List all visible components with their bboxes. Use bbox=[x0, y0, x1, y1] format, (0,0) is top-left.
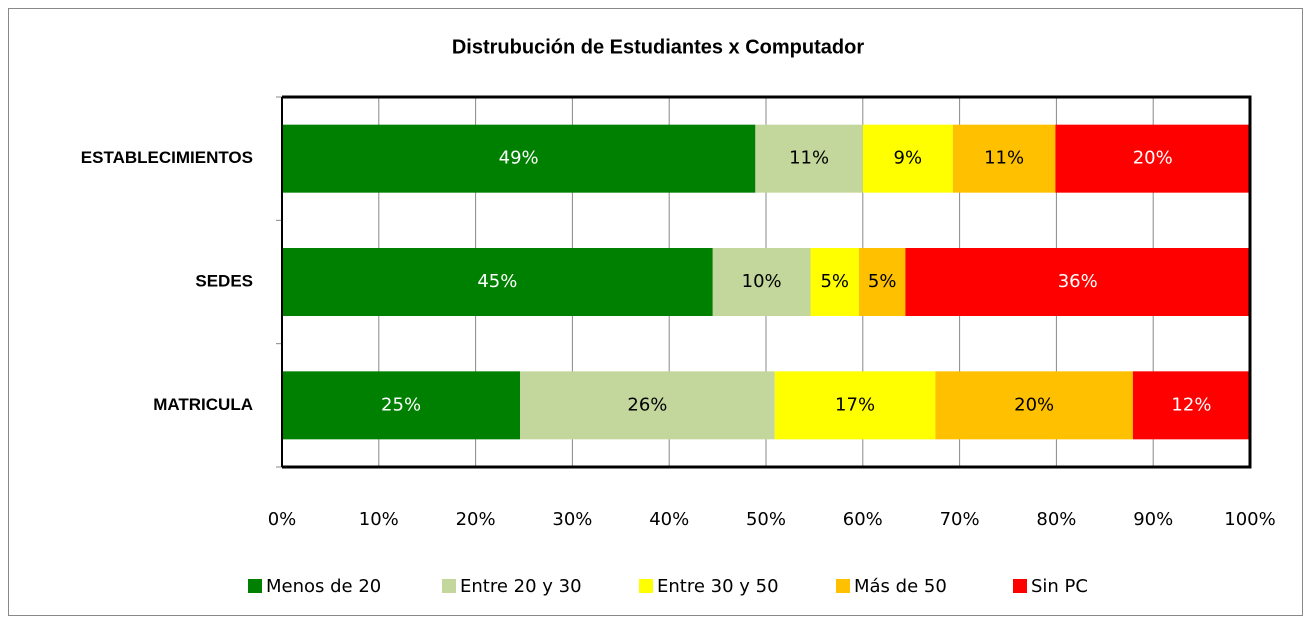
x-tick-label: 100% bbox=[1224, 509, 1275, 530]
legend-label: Entre 30 y 50 bbox=[657, 576, 779, 597]
legend-swatch bbox=[1013, 579, 1027, 593]
chart-title: Distrubución de Estudiantes x Computador bbox=[452, 36, 864, 58]
legend-swatch bbox=[248, 579, 262, 593]
value-label: 11% bbox=[789, 148, 829, 169]
x-tick-label: 30% bbox=[552, 509, 592, 530]
legend-swatch bbox=[836, 579, 850, 593]
x-tick-label: 90% bbox=[1133, 509, 1173, 530]
legend-label: Sin PC bbox=[1031, 576, 1088, 597]
bar-segment bbox=[858, 248, 906, 316]
bar-segment bbox=[282, 371, 521, 440]
value-label: 26% bbox=[627, 394, 667, 415]
bar-segment bbox=[810, 248, 859, 316]
x-tick-label: 40% bbox=[649, 509, 689, 530]
bar-segment bbox=[1055, 124, 1250, 193]
x-tick-label: 20% bbox=[456, 509, 496, 530]
x-tick-label: 50% bbox=[746, 509, 786, 530]
x-tick-label: 60% bbox=[843, 509, 883, 530]
legend-label: Más de 50 bbox=[854, 576, 947, 597]
legend-swatch bbox=[639, 579, 653, 593]
x-tick-label: 0% bbox=[268, 509, 297, 530]
value-label: 20% bbox=[1133, 148, 1173, 169]
value-label: 45% bbox=[477, 271, 517, 292]
bar-segment bbox=[935, 371, 1133, 440]
bar-segment bbox=[712, 248, 811, 316]
plot-frame bbox=[282, 95, 1252, 469]
value-label: 20% bbox=[1014, 394, 1054, 415]
bar-segment bbox=[862, 124, 953, 193]
x-tick-label: 80% bbox=[1036, 509, 1076, 530]
value-label: 5% bbox=[820, 271, 849, 292]
bar-segment bbox=[520, 371, 775, 440]
value-label: 5% bbox=[868, 271, 897, 292]
bar-segment bbox=[755, 124, 863, 193]
y-tick-label: SEDES bbox=[195, 271, 253, 290]
value-label: 36% bbox=[1058, 271, 1098, 292]
bar-segment bbox=[905, 248, 1250, 316]
bar-segment bbox=[282, 248, 713, 316]
value-label: 10% bbox=[742, 271, 782, 292]
bar-segment bbox=[774, 371, 936, 440]
y-tick-label: MATRICULA bbox=[153, 395, 253, 414]
x-tick-label: 70% bbox=[940, 509, 980, 530]
value-label: 49% bbox=[499, 148, 539, 169]
bar-segment bbox=[282, 124, 756, 193]
bar-segment bbox=[952, 124, 1056, 193]
legend-label: Entre 20 y 30 bbox=[460, 576, 582, 597]
legend-swatch bbox=[442, 579, 456, 593]
value-label: 9% bbox=[894, 148, 923, 169]
value-label: 12% bbox=[1171, 394, 1211, 415]
y-tick-label: ESTABLECIMIENTOS bbox=[81, 148, 253, 167]
value-label: 11% bbox=[984, 148, 1024, 169]
value-label: 25% bbox=[381, 394, 421, 415]
legend-label: Menos de 20 bbox=[266, 576, 381, 597]
bar-segment bbox=[1132, 371, 1250, 440]
value-label: 17% bbox=[835, 394, 875, 415]
x-tick-label: 10% bbox=[359, 509, 399, 530]
